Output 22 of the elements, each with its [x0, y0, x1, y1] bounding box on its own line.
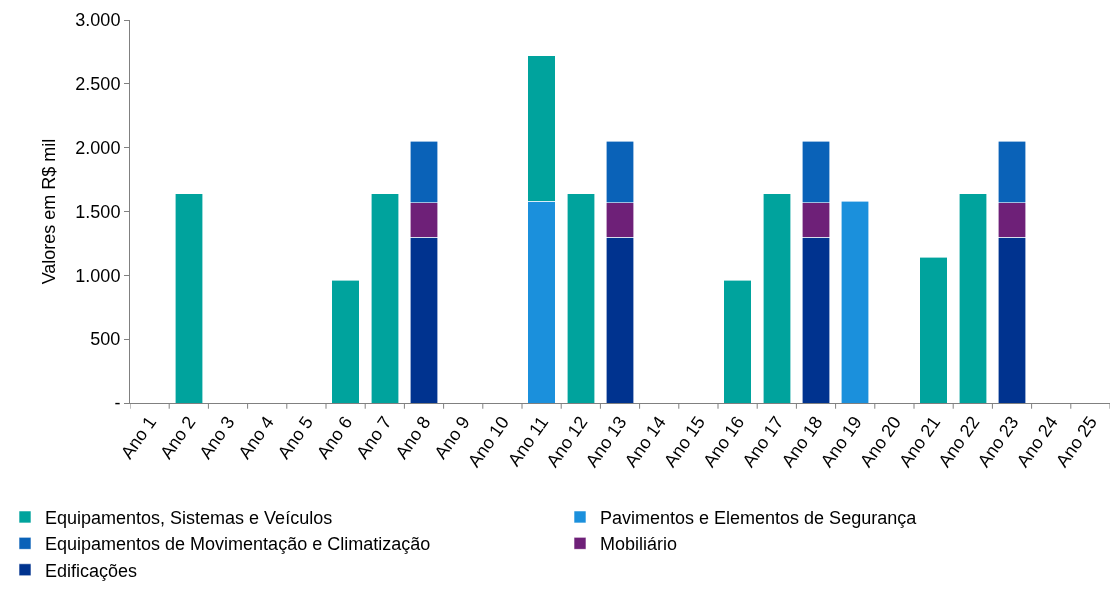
legend-label: Pavimentos e Elementos de Segurança: [600, 507, 918, 528]
bar: [566, 193, 595, 403]
bar: [331, 280, 360, 403]
y-tick-label: 500: [90, 329, 121, 350]
legend-label: Equipamentos de Movimentação e Climatização: [45, 534, 431, 555]
bar: [762, 193, 791, 403]
y-tick-label: 2.000: [75, 137, 121, 158]
legend-label: Mobiliário: [600, 534, 678, 555]
bar: [841, 200, 870, 403]
bar: [723, 280, 752, 403]
bar: [919, 257, 948, 403]
y-tick-label: 1.500: [75, 201, 121, 222]
bar: [174, 193, 203, 403]
y-tick-label: 2.500: [75, 74, 121, 95]
legend-label: Equipamentos, Sistemas e Veículos: [45, 507, 333, 528]
legend-label: Edificações: [45, 560, 138, 581]
y-tick-label: 1.000: [75, 265, 121, 286]
y-tick-label: 3.000: [75, 10, 121, 31]
y-tick-label: -: [114, 393, 121, 414]
y-axis-title: Valores em R$ mil: [38, 138, 59, 285]
bar: [958, 193, 987, 403]
bar: [370, 193, 399, 403]
